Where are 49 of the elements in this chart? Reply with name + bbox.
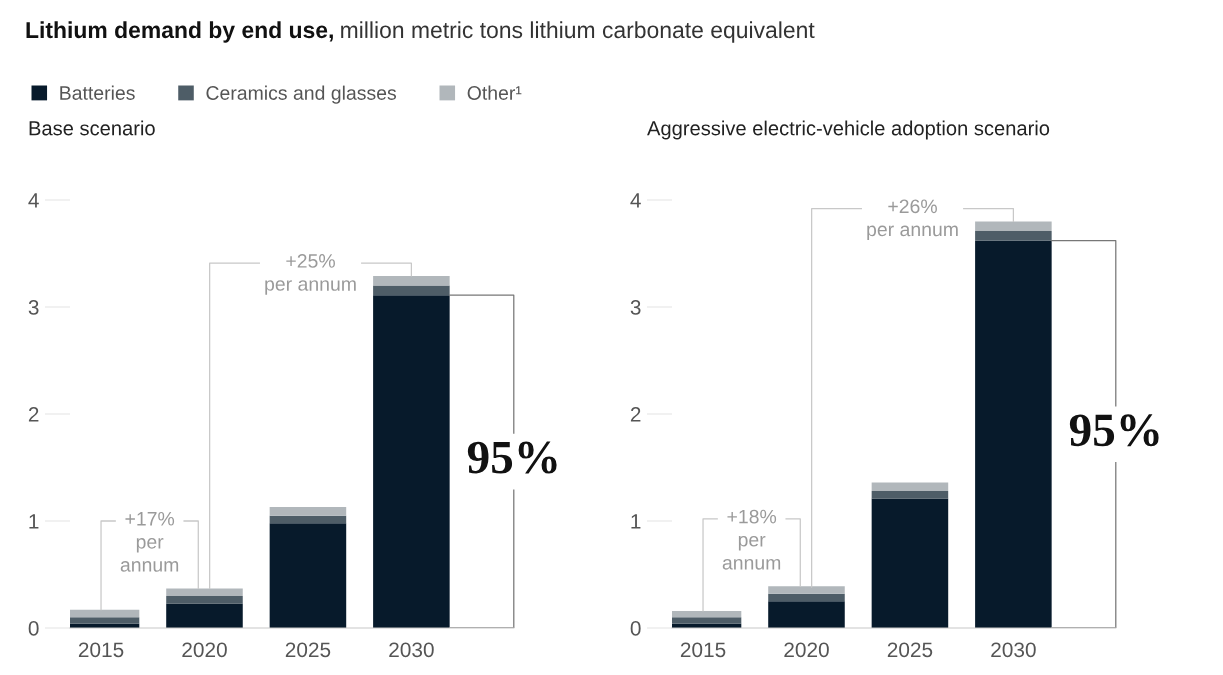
bar — [269, 523, 347, 628]
bar — [373, 285, 450, 296]
annotation: +17% per annum — [120, 511, 179, 572]
bar — [975, 221, 1052, 232]
bar — [871, 482, 949, 492]
bar — [166, 595, 243, 604]
x-tick-label: 2025 — [285, 642, 331, 658]
annotation: +18% per annum — [722, 509, 781, 570]
legend-label: Other¹ — [467, 85, 522, 100]
y-tick-label: 1 — [631, 514, 641, 529]
bar — [871, 491, 949, 499]
bar — [768, 586, 845, 594]
bar — [768, 601, 845, 628]
x-tick-label: 2015 — [680, 642, 726, 658]
bar — [166, 603, 243, 628]
bar — [975, 231, 1052, 241]
bar — [373, 275, 450, 286]
legend-label: Batteries — [60, 85, 135, 100]
y-tick-label: 0 — [630, 621, 641, 636]
y-axis-title: million metric tons lithium carbonate equivalent — [341, 21, 815, 43]
y-tick-label: 4 — [630, 193, 641, 208]
x-tick-label: 2030 — [389, 642, 434, 658]
annotation: +25% per annum — [265, 254, 356, 295]
y-tick-label: 2 — [28, 407, 39, 422]
annotation: 95% — [467, 441, 557, 474]
annotation: +26% per annum — [867, 199, 958, 241]
y-tick-label: 4 — [28, 193, 39, 208]
bar — [269, 515, 347, 524]
x-tick-label: 2025 — [887, 642, 933, 658]
chart-subtitle: Aggressive electric-vehicle adoption scenario — [647, 120, 1050, 140]
legend-label: Ceramics and glasses — [206, 85, 397, 104]
bar — [166, 588, 243, 596]
annotation: 95% — [1069, 414, 1159, 447]
bar — [871, 498, 949, 628]
y-tick-label: 3 — [28, 300, 39, 315]
bar — [269, 507, 347, 516]
x-tick-label: 2020 — [182, 642, 227, 658]
chart-subtitle: Base scenario — [29, 120, 155, 136]
bar — [768, 593, 845, 602]
bar — [373, 295, 450, 628]
bar — [975, 240, 1052, 628]
y-tick-label: 2 — [630, 407, 641, 422]
y-tick-label: 3 — [630, 300, 641, 315]
y-tick-label: 1 — [29, 514, 39, 529]
chart-title: Lithium demand by end use, — [26, 21, 333, 43]
x-tick-label: 2030 — [991, 642, 1036, 658]
x-tick-label: 2015 — [78, 642, 124, 658]
y-tick-label: 0 — [28, 621, 39, 636]
x-tick-label: 2020 — [784, 642, 829, 658]
